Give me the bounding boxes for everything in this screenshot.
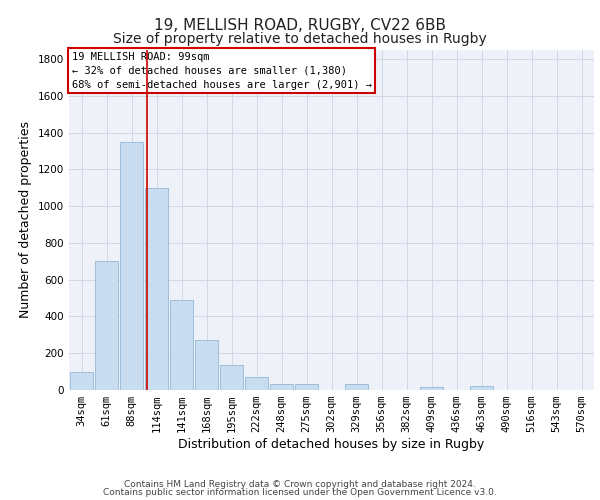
Text: Contains public sector information licensed under the Open Government Licence v3: Contains public sector information licen… <box>103 488 497 497</box>
X-axis label: Distribution of detached houses by size in Rugby: Distribution of detached houses by size … <box>178 438 485 451</box>
Bar <box>145 188 168 390</box>
Bar <box>95 262 118 390</box>
Bar <box>170 300 193 390</box>
Bar <box>195 340 218 390</box>
Bar <box>220 365 243 390</box>
Text: 19 MELLISH ROAD: 99sqm
← 32% of detached houses are smaller (1,380)
68% of semi-: 19 MELLISH ROAD: 99sqm ← 32% of detached… <box>71 52 371 90</box>
Bar <box>470 386 493 390</box>
Y-axis label: Number of detached properties: Number of detached properties <box>19 122 32 318</box>
Bar <box>295 384 318 390</box>
Bar <box>420 387 443 390</box>
Bar <box>345 384 368 390</box>
Text: Contains HM Land Registry data © Crown copyright and database right 2024.: Contains HM Land Registry data © Crown c… <box>124 480 476 489</box>
Bar <box>120 142 143 390</box>
Bar <box>270 384 293 390</box>
Bar <box>70 372 93 390</box>
Bar <box>245 377 268 390</box>
Text: 19, MELLISH ROAD, RUGBY, CV22 6BB: 19, MELLISH ROAD, RUGBY, CV22 6BB <box>154 18 446 32</box>
Text: Size of property relative to detached houses in Rugby: Size of property relative to detached ho… <box>113 32 487 46</box>
